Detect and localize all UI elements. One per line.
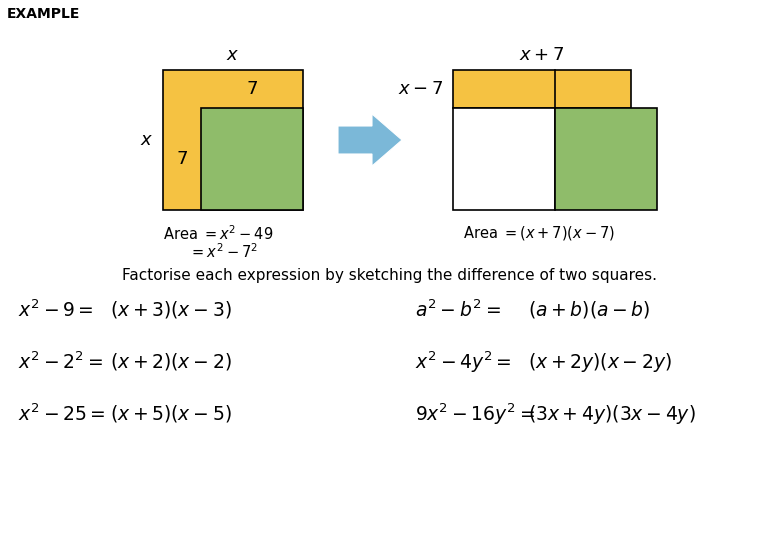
FancyBboxPatch shape	[163, 70, 303, 210]
Text: $x - 7$: $x - 7$	[398, 80, 443, 98]
Text: Factorise each expression by sketching the difference of two squares.: Factorise each expression by sketching t…	[122, 268, 658, 283]
Text: $9x^2 - 16y^2 =$: $9x^2 - 16y^2 =$	[415, 401, 535, 427]
Text: $(x + 3)(x - 3)$: $(x + 3)(x - 3)$	[110, 300, 232, 321]
Text: $x^2 - 2^2 =$: $x^2 - 2^2 =$	[18, 351, 103, 373]
Text: $= x^2 - 7^2$: $= x^2 - 7^2$	[189, 242, 258, 261]
Text: $7$: $7$	[246, 80, 258, 98]
Text: $x^2 - 4y^2 =$: $x^2 - 4y^2 =$	[415, 349, 512, 375]
Text: Area $= (x + 7)(x - 7)$: Area $= (x + 7)(x - 7)$	[463, 224, 615, 242]
FancyBboxPatch shape	[453, 70, 631, 108]
Text: $(x + 2)(x - 2)$: $(x + 2)(x - 2)$	[110, 352, 232, 373]
Text: $(3x + 4y)(3x - 4y)$: $(3x + 4y)(3x - 4y)$	[528, 402, 696, 426]
Text: $x^2 - 9 =$: $x^2 - 9 =$	[18, 299, 94, 321]
Text: $x + 7$: $x + 7$	[519, 46, 565, 64]
Text: EXAMPLE: EXAMPLE	[7, 7, 80, 21]
Text: $(x + 5)(x - 5)$: $(x + 5)(x - 5)$	[110, 403, 232, 424]
Text: $x^2 - 25 =$: $x^2 - 25 =$	[18, 403, 105, 425]
Text: Area $= x^2 - 49$: Area $= x^2 - 49$	[163, 224, 274, 242]
FancyBboxPatch shape	[201, 108, 303, 210]
Text: $7$: $7$	[176, 150, 188, 168]
Text: $a^2 - b^2 =$: $a^2 - b^2 =$	[415, 299, 501, 321]
FancyBboxPatch shape	[453, 108, 555, 210]
Text: $(x + 2y)(x - 2y)$: $(x + 2y)(x - 2y)$	[528, 350, 672, 374]
Text: $(a + b)(a - b)$: $(a + b)(a - b)$	[528, 300, 651, 321]
Polygon shape	[338, 114, 402, 166]
FancyBboxPatch shape	[555, 108, 657, 210]
Text: $x$: $x$	[140, 131, 153, 149]
Text: $x$: $x$	[226, 46, 239, 64]
